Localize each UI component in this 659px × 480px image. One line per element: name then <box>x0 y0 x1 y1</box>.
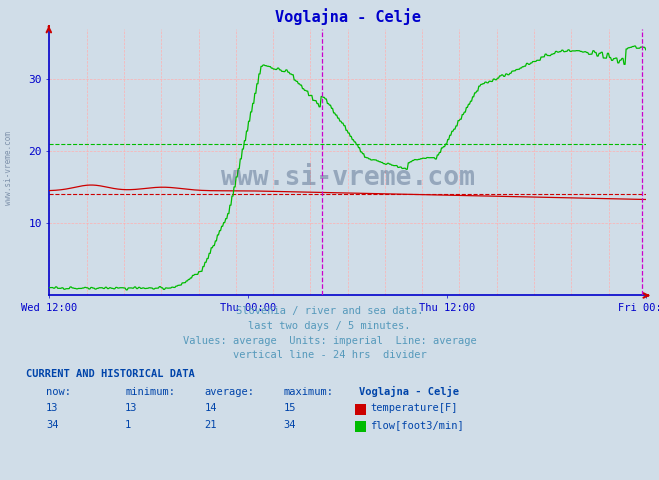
Text: maximum:: maximum: <box>283 386 333 396</box>
Text: minimum:: minimum: <box>125 386 175 396</box>
Text: 13: 13 <box>125 403 138 413</box>
Text: last two days / 5 minutes.: last two days / 5 minutes. <box>248 321 411 331</box>
Text: vertical line - 24 hrs  divider: vertical line - 24 hrs divider <box>233 349 426 360</box>
Text: flow[foot3/min]: flow[foot3/min] <box>370 420 464 430</box>
Text: 21: 21 <box>204 420 217 430</box>
Title: Voglajna - Celje: Voglajna - Celje <box>275 8 420 25</box>
Text: now:: now: <box>46 386 71 396</box>
Text: 13: 13 <box>46 403 59 413</box>
Text: 34: 34 <box>283 420 296 430</box>
Text: www.si-vreme.com: www.si-vreme.com <box>221 165 474 191</box>
Text: average:: average: <box>204 386 254 396</box>
Text: 14: 14 <box>204 403 217 413</box>
Text: Voglajna - Celje: Voglajna - Celje <box>359 385 459 396</box>
Text: 34: 34 <box>46 420 59 430</box>
Text: CURRENT AND HISTORICAL DATA: CURRENT AND HISTORICAL DATA <box>26 369 195 379</box>
Text: 1: 1 <box>125 420 131 430</box>
Text: Values: average  Units: imperial  Line: average: Values: average Units: imperial Line: av… <box>183 336 476 346</box>
Text: www.si-vreme.com: www.si-vreme.com <box>4 131 13 205</box>
Text: 15: 15 <box>283 403 296 413</box>
Text: Slovenia / river and sea data.: Slovenia / river and sea data. <box>236 306 423 316</box>
Text: temperature[F]: temperature[F] <box>370 403 458 413</box>
